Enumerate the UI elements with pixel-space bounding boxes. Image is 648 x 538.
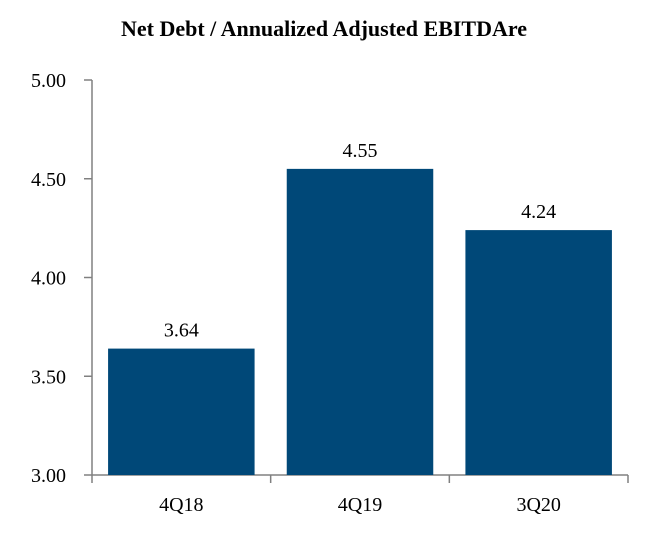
bar-3q20: [465, 230, 612, 475]
y-tick-label: 3.00: [31, 465, 66, 487]
data-label: 3.64: [164, 320, 199, 342]
data-label: 4.55: [343, 140, 378, 162]
x-tick-label: 3Q20: [516, 494, 560, 516]
y-tick-label: 4.00: [31, 268, 66, 290]
y-tick-label: 4.50: [31, 169, 66, 191]
chart-bars: [108, 168, 612, 475]
chart-labels: 3.00 3.50 4.00 4.50 5.00 3.64 4Q18 4.55 4Q19 4.24…: [31, 70, 561, 516]
x-tick-label: 4Q19: [338, 494, 382, 516]
data-label: 4.24: [521, 201, 556, 223]
y-tick-label: 3.50: [31, 366, 66, 388]
y-tick-label: 5.00: [31, 70, 66, 92]
bar-4q19: [286, 168, 434, 475]
chart-title: Net Debt / Annualized Adjusted EBITDAre: [120, 16, 528, 41]
x-tick-label: 4Q18: [159, 494, 203, 516]
bar-4q18: [108, 348, 255, 475]
